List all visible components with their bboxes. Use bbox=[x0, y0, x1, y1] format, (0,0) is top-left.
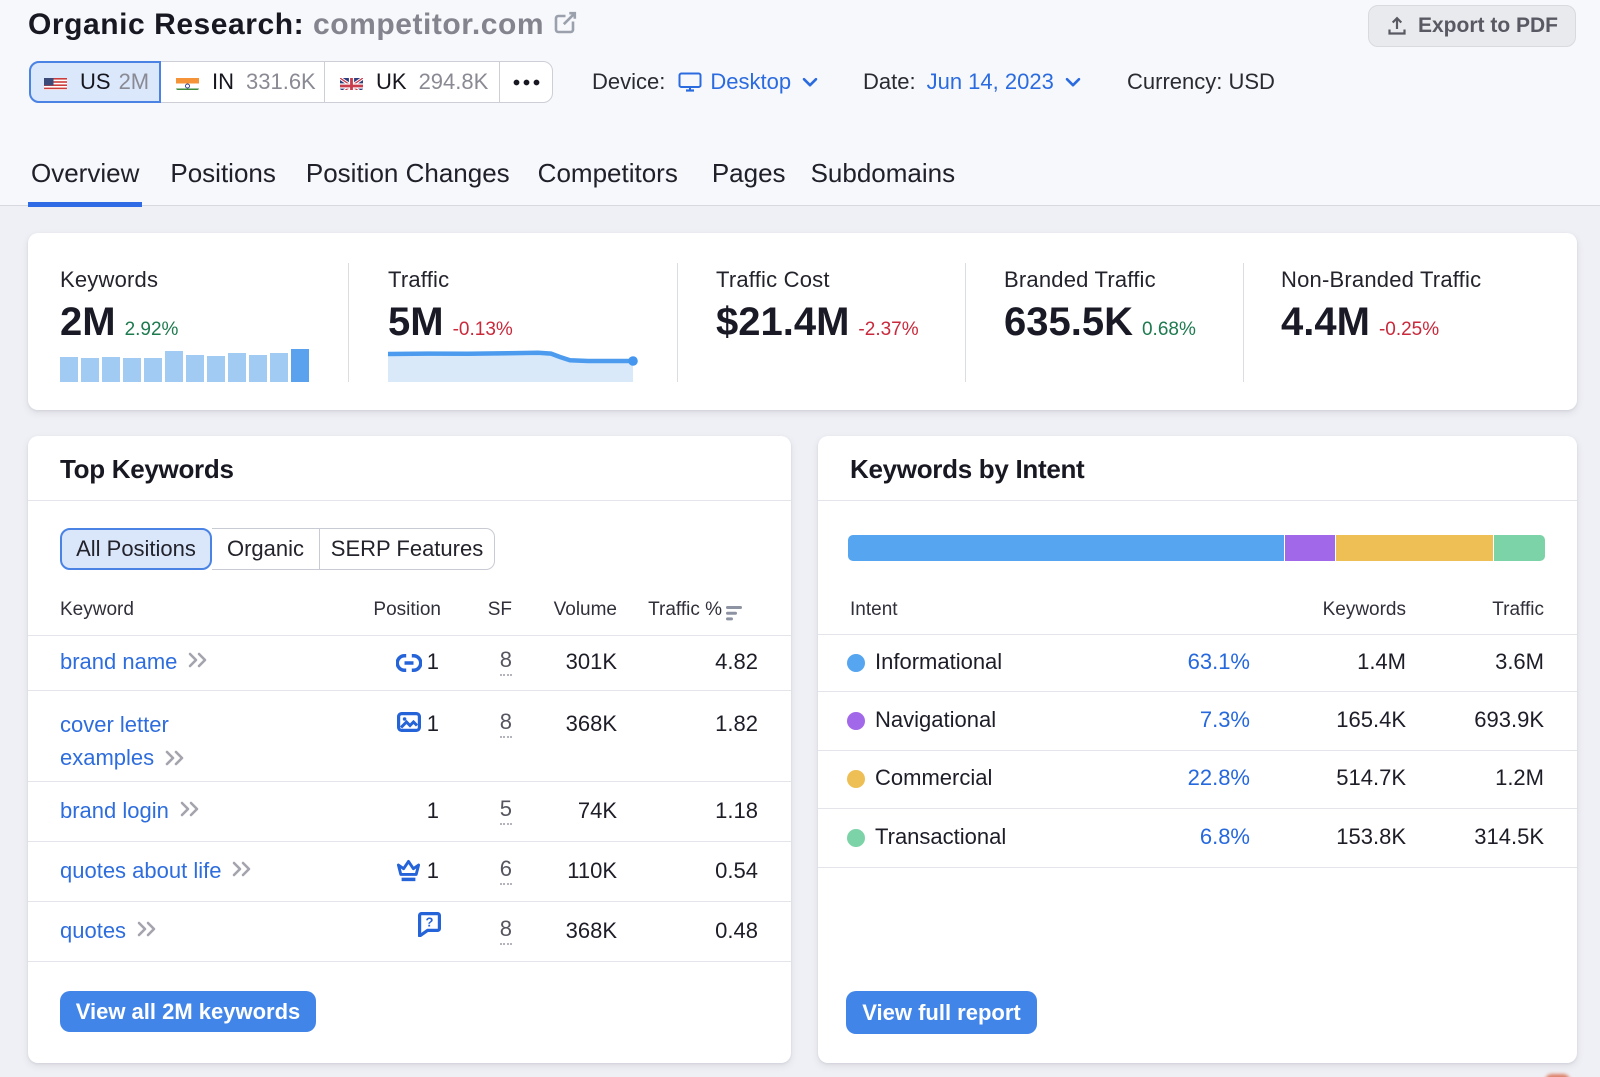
svg-text:?: ? bbox=[426, 915, 434, 930]
